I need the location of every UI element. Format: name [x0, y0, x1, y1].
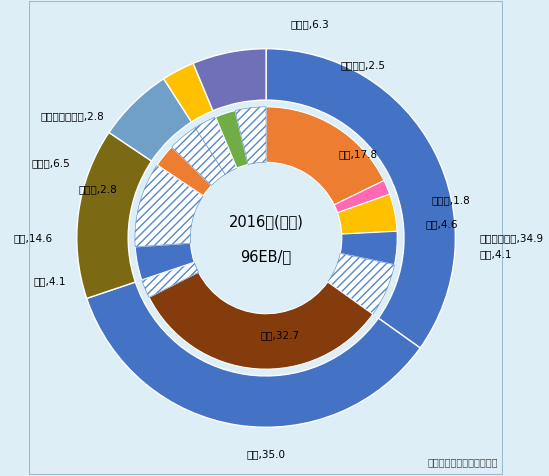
- Wedge shape: [334, 180, 390, 213]
- Text: 斜線：その他構成国・地域: 斜線：その他構成国・地域: [428, 457, 498, 467]
- Text: 英国,4.1: 英国,4.1: [33, 276, 66, 286]
- Wedge shape: [157, 147, 211, 196]
- Text: ブラジル,2.5: ブラジル,2.5: [340, 60, 385, 70]
- Wedge shape: [109, 79, 192, 161]
- Wedge shape: [340, 231, 397, 265]
- Text: 中東・アフリカ,2.8: 中東・アフリカ,2.8: [40, 111, 104, 121]
- Wedge shape: [193, 49, 266, 111]
- Text: 中南米,6.3: 中南米,6.3: [290, 20, 329, 30]
- Wedge shape: [266, 107, 384, 205]
- Text: 中東欧,6.5: 中東欧,6.5: [31, 159, 70, 169]
- Text: 日本,4.6: 日本,4.6: [425, 219, 458, 229]
- Text: 西欧,14.6: 西欧,14.6: [13, 233, 53, 243]
- Text: 米国,32.7: 米国,32.7: [260, 330, 299, 340]
- Text: 韓国,4.1: 韓国,4.1: [480, 249, 512, 259]
- Wedge shape: [195, 117, 237, 174]
- Text: 北米,35.0: 北米,35.0: [247, 449, 285, 459]
- Wedge shape: [266, 49, 455, 348]
- Text: ロシア,2.8: ロシア,2.8: [79, 184, 117, 194]
- Wedge shape: [87, 282, 420, 427]
- Wedge shape: [135, 165, 203, 247]
- Wedge shape: [164, 63, 213, 122]
- Wedge shape: [216, 110, 248, 168]
- Wedge shape: [338, 194, 397, 234]
- Wedge shape: [77, 132, 152, 298]
- Text: 2016年(推計): 2016年(推計): [228, 214, 304, 229]
- Wedge shape: [172, 128, 225, 186]
- Wedge shape: [328, 253, 395, 314]
- Text: インド,1.8: インド,1.8: [431, 195, 470, 205]
- Text: アジア太平洋,34.9: アジア太平洋,34.9: [480, 233, 544, 243]
- Text: 96EB/月: 96EB/月: [240, 249, 292, 265]
- Wedge shape: [135, 243, 194, 280]
- Wedge shape: [149, 272, 373, 369]
- Text: 中国,17.8: 中国,17.8: [338, 149, 378, 159]
- Wedge shape: [142, 262, 199, 298]
- Wedge shape: [235, 107, 266, 164]
